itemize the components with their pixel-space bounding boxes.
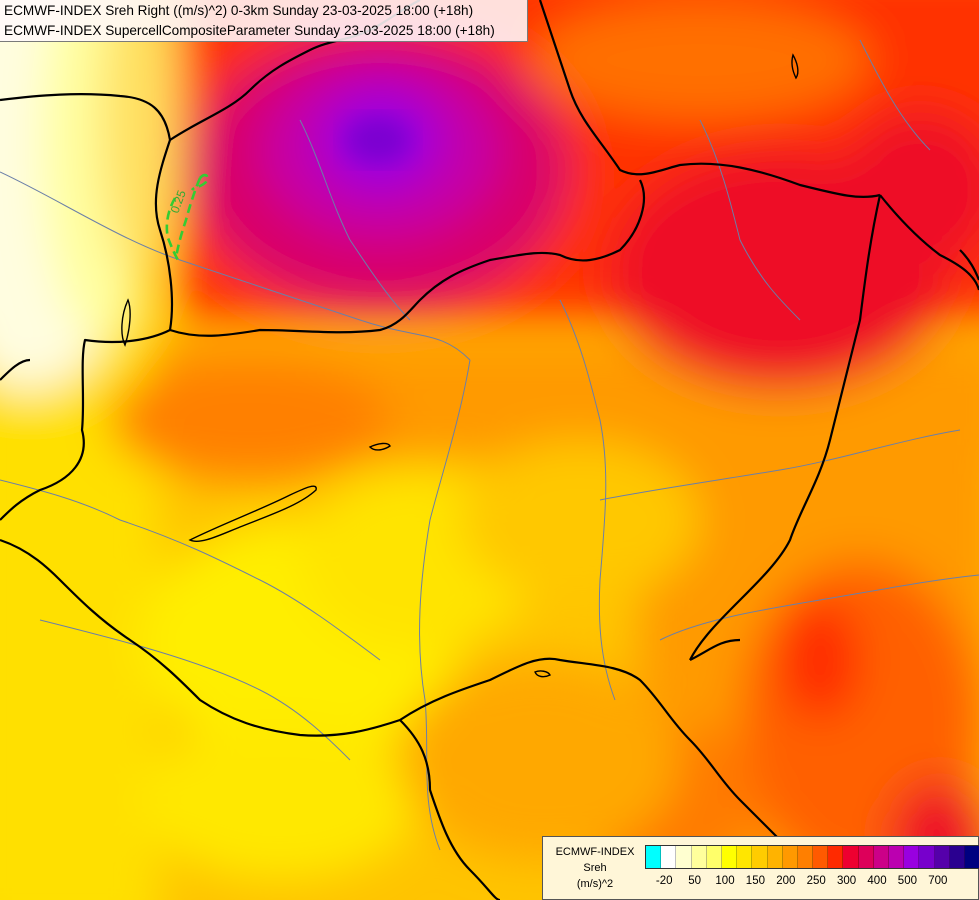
legend-swatch xyxy=(889,846,905,868)
legend-tick-label: 50 xyxy=(688,875,701,887)
legend-swatch xyxy=(919,846,935,868)
legend-swatch xyxy=(797,846,814,868)
legend-swatch xyxy=(873,846,889,868)
legend-swatch xyxy=(767,846,783,868)
legend-swatch xyxy=(858,846,874,868)
legend-swatch xyxy=(646,846,662,868)
legend-labels: -20 50 100 150 200 250 300 400 500 700 xyxy=(645,875,965,891)
legend-swatches xyxy=(645,845,979,869)
legend-tick-label: 400 xyxy=(867,875,887,887)
title-scp: ECMWF-INDEX SupercellCompositeParameter … xyxy=(4,23,495,38)
legend-swatch xyxy=(691,846,707,868)
lakes xyxy=(121,53,799,678)
legend-tick-label: 250 xyxy=(806,875,826,887)
legend-tick-label: -20 xyxy=(655,875,673,887)
legend-swatch xyxy=(782,846,798,868)
legend-tick-label: 700 xyxy=(928,875,948,887)
legend-swatch xyxy=(737,846,753,868)
legend-swatch xyxy=(828,846,844,868)
rivers xyxy=(0,39,979,851)
legend-swatch xyxy=(843,846,859,868)
legend-tick-label: 500 xyxy=(897,875,917,887)
legend-parameter: Sreh xyxy=(583,862,607,874)
legend-swatch xyxy=(706,846,722,868)
legend-tick-label: 150 xyxy=(745,875,765,887)
legend-swatch xyxy=(949,846,965,868)
legend-tick-label: 200 xyxy=(776,875,796,887)
legend-swatch xyxy=(904,846,920,868)
legend-swatch xyxy=(676,846,692,868)
color-legend: ECMWF-INDEX Sreh (m/s)^2 -20 50 100 150 200 2… xyxy=(542,836,979,900)
legend-tick-label: 100 xyxy=(715,875,735,887)
legend-tick-label: 300 xyxy=(837,875,857,887)
legend-model: ECMWF-INDEX xyxy=(555,846,635,858)
legend-swatch xyxy=(661,846,677,868)
legend-swatch xyxy=(721,846,738,868)
legend-swatch xyxy=(964,846,979,868)
scp-contour-0.25 xyxy=(165,173,209,261)
legend-unit: (m/s)^2 xyxy=(576,878,614,890)
legend-swatch xyxy=(934,846,950,868)
title-sreh: ECMWF-INDEX Sreh Right ((m/s)^2) 0-3km S… xyxy=(4,3,474,18)
legend-swatch xyxy=(813,846,829,868)
legend-swatch xyxy=(752,846,768,868)
title-box: ECMWF-INDEX Sreh Right ((m/s)^2) 0-3km S… xyxy=(0,0,528,42)
